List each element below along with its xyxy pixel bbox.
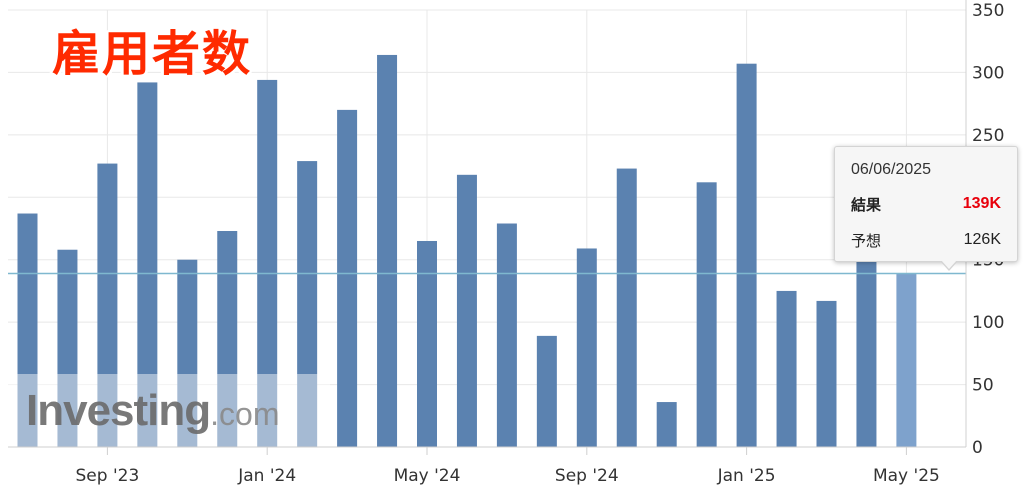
- bar: [177, 259, 198, 447]
- tooltip-date: 06/06/2025: [851, 161, 932, 178]
- y-tick-label: 100: [972, 313, 1004, 333]
- bar: [736, 63, 757, 448]
- bar: [576, 248, 597, 447]
- data-tooltip: 06/06/2025 結果 139K 予想 126K: [834, 146, 1018, 262]
- bar: [297, 161, 318, 447]
- x-tick-label: May '25: [873, 466, 940, 486]
- x-tick-label: Sep '24: [555, 466, 619, 486]
- x-tick-label: Sep '23: [76, 466, 140, 486]
- bar: [496, 223, 517, 447]
- bar: [417, 240, 437, 447]
- tooltip-actual-row: 結果 139K: [851, 193, 1001, 215]
- bar: [656, 402, 677, 447]
- x-tick-label: Jan '25: [717, 466, 776, 486]
- tooltip-actual-value: 139K: [962, 195, 1001, 212]
- y-tick-label: 300: [972, 63, 1004, 83]
- y-tick-label: 250: [972, 126, 1004, 146]
- bar: [696, 182, 717, 447]
- bar: [816, 300, 837, 447]
- watermark-brand: Investing: [26, 386, 211, 435]
- y-tick-label: 50: [972, 376, 994, 396]
- bar: [17, 213, 38, 447]
- bar: [337, 109, 358, 447]
- tooltip-forecast-value: 126K: [963, 231, 1001, 248]
- x-tick-label: May '24: [394, 466, 461, 486]
- overlay-title: 雇用者数: [52, 26, 253, 82]
- investing-watermark-logo: Investing.com: [26, 386, 280, 436]
- bar: [97, 163, 118, 447]
- bar: [257, 79, 278, 448]
- bar: [217, 230, 238, 447]
- bar: [616, 168, 637, 447]
- watermark-suffix: .com: [210, 396, 280, 432]
- bar: [57, 249, 78, 447]
- watermark-fade: [0, 374, 330, 447]
- bar: [137, 82, 158, 447]
- y-tick-label: 350: [972, 1, 1004, 21]
- bar: [856, 245, 877, 447]
- x-axis: Sep '23 Jan '24 May '24 Sep '24 Jan '25 May '…: [8, 446, 966, 486]
- tooltip-actual-label: 結果: [851, 195, 882, 214]
- tooltip-forecast-row: 予想 126K: [851, 229, 1001, 251]
- tooltip-forecast-label: 予想: [851, 231, 882, 250]
- bar: [377, 54, 398, 447]
- x-tick-label: Jan '24: [237, 466, 296, 486]
- watermark-fade-band: [0, 374, 330, 447]
- bar: [536, 335, 557, 447]
- bar: [776, 290, 797, 447]
- bar: [896, 273, 917, 447]
- bars: [17, 54, 917, 448]
- tooltip-pointer-fill: [941, 260, 957, 269]
- bar: [456, 174, 477, 447]
- y-tick-label: 0: [972, 438, 983, 458]
